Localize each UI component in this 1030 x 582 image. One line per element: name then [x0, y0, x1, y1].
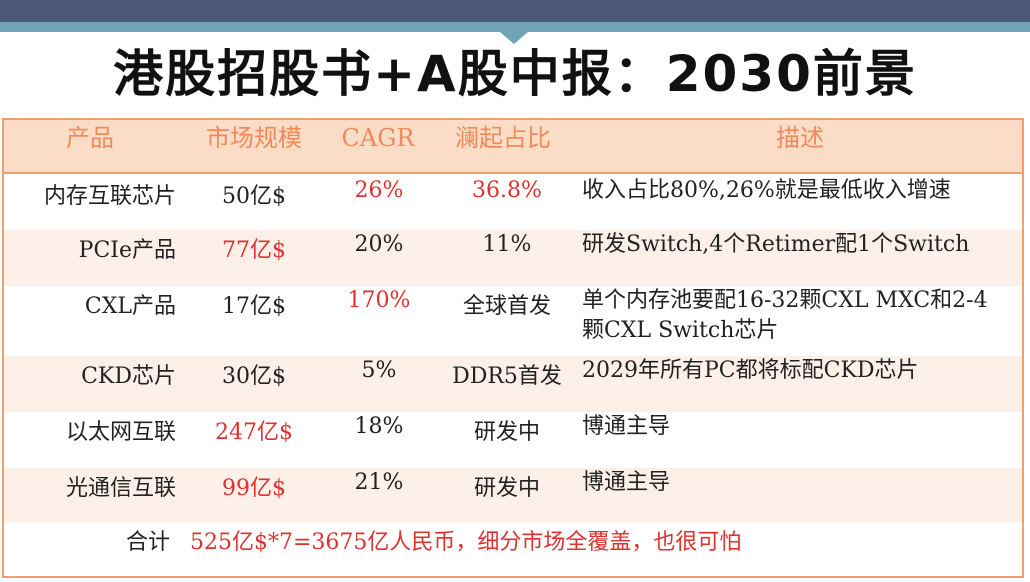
row-share: 11% — [482, 232, 532, 257]
row-product: 光通信互联 — [65, 476, 176, 501]
header-description: 描述 — [776, 124, 824, 152]
total-value: 525亿$*7=3675亿人民币，细分市场全覆盖，也很可怕 — [190, 530, 742, 555]
table-row: 光通信互联 99亿$ 21% 研发中 博通主导 — [4, 468, 1022, 522]
table-row: PCIe产品 77亿$ 20% 11% 研发Switch,4个Retimer配1… — [4, 230, 1022, 286]
header-market-size: 市场规模 — [206, 124, 302, 152]
row-share: 36.8% — [472, 178, 542, 203]
row-share: DDR5首发 — [452, 364, 562, 389]
total-label: 合计 — [126, 530, 171, 555]
row-product: 以太网互联 — [65, 420, 176, 445]
row-cagr: 20% — [354, 232, 404, 257]
row-market-size: 247亿$ — [215, 420, 293, 445]
header-share: 澜起占比 — [455, 124, 551, 152]
row-cagr: 21% — [354, 470, 404, 495]
row-market-size: 30亿$ — [222, 364, 286, 389]
row-market-size: 77亿$ — [222, 238, 286, 263]
row-product: CKD芯片 — [81, 364, 176, 389]
row-description: 博通主导 — [582, 414, 671, 439]
row-product: CXL产品 — [84, 294, 176, 319]
accent-notch — [500, 32, 528, 44]
row-description: 博通主导 — [582, 470, 671, 495]
row-share: 研发中 — [473, 420, 540, 445]
row-product: PCIe产品 — [78, 238, 176, 263]
table-row: CKD芯片 30亿$ 5% DDR5首发 2029年所有PC都将标配CKD芯片 — [4, 356, 1022, 412]
table-row: CXL产品 17亿$ 170% 全球首发 单个内存池要配16-32颗CXL MX… — [4, 286, 1022, 356]
row-market-size: 17亿$ — [222, 294, 286, 319]
row-share: 研发中 — [473, 476, 540, 501]
table-row: 以太网互联 247亿$ 18% 研发中 博通主导 — [4, 412, 1022, 468]
slide-title: 港股招股书+A股中报：2030前景 — [113, 45, 917, 103]
header-product: 产品 — [66, 124, 114, 152]
row-description: 研发Switch,4个Retimer配1个Switch — [582, 232, 970, 257]
row-cagr: 18% — [354, 414, 404, 439]
row-description: 收入占比80%,26%就是最低收入增速 — [582, 178, 951, 203]
row-share: 全球首发 — [462, 294, 551, 319]
row-product: 内存互联芯片 — [43, 184, 176, 209]
row-cagr: 26% — [354, 178, 404, 203]
row-market-size: 99亿$ — [222, 476, 286, 501]
accent-bar — [0, 22, 1030, 32]
header-cagr: CAGR — [341, 124, 415, 152]
row-description: 单个内存池要配16-32颗CXL MXC和2-4颗CXL Switch芯片 — [582, 288, 988, 343]
table-row: 内存互联芯片 50亿$ 26% 36.8% 收入占比80%,26%就是最低收入增… — [4, 176, 1022, 230]
row-cagr: 170% — [347, 288, 411, 313]
row-cagr: 5% — [361, 358, 397, 383]
table-header — [2, 118, 1024, 174]
row-description: 2029年所有PC都将标配CKD芯片 — [582, 358, 919, 383]
row-market-size: 50亿$ — [222, 184, 286, 209]
top-bar — [0, 0, 1030, 22]
